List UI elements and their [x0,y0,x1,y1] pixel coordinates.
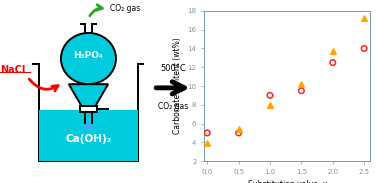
Point [235,128,242,131]
Point [298,89,304,92]
Point [361,47,367,50]
Point [361,16,367,19]
Point [204,131,210,134]
Point [235,131,242,134]
Point [267,103,273,106]
FancyArrowPatch shape [90,5,102,16]
Point [330,50,336,53]
Point [204,142,210,145]
Polygon shape [69,84,108,106]
Y-axis label: Carbonate content (wt%): Carbonate content (wt%) [173,38,182,134]
FancyArrowPatch shape [156,82,184,94]
Text: CO₂ gas: CO₂ gas [158,102,188,111]
Text: 500°C: 500°C [160,64,186,73]
Text: H₃PO₄: H₃PO₄ [73,51,104,60]
FancyArrowPatch shape [29,79,58,91]
Point [267,94,273,97]
Polygon shape [39,110,138,161]
Circle shape [85,123,92,130]
Text: CO₂ gas: CO₂ gas [110,4,140,13]
Polygon shape [80,106,97,112]
Point [330,61,336,64]
Point [298,83,304,86]
Text: Ca(OH)₂: Ca(OH)₂ [65,134,112,144]
Circle shape [61,33,116,84]
Text: NaCl: NaCl [0,65,25,74]
X-axis label: Substitution value, x: Substitution value, x [248,180,327,183]
